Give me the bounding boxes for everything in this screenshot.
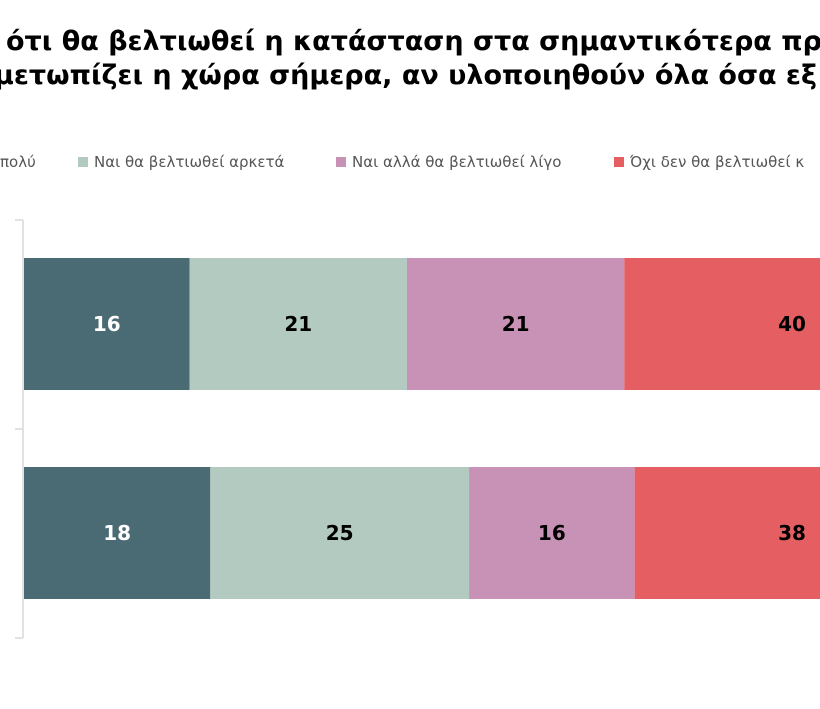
data-label-no-1: 38	[778, 521, 806, 545]
legend-item-very-much: πολύ	[0, 150, 36, 174]
legend-item-no: Όχι δεν θα βελτιωθεί κ	[614, 150, 804, 174]
data-label-little-1: 16	[538, 521, 566, 545]
legend-label-very-much: πολύ	[0, 153, 36, 171]
legend-label-no: Όχι δεν θα βελτιωθεί κ	[630, 153, 805, 171]
legend-swatch-no	[614, 157, 624, 167]
data-label-very-much-0: 16	[93, 312, 121, 336]
chart-legend: πολύ Ναι θα βελτιωθεί αρκετά Ναι αλλά θα…	[0, 150, 820, 174]
bar-segment-fairly-1	[210, 467, 470, 599]
legend-item-fairly: Ναι θα βελτιωθεί αρκετά	[78, 150, 284, 174]
bar-segment-very-much-1	[24, 467, 211, 599]
legend-swatch-little	[336, 157, 346, 167]
bar-segment-no-0	[624, 258, 820, 390]
legend-item-little: Ναι αλλά θα βελτιωθεί λίγο	[336, 150, 561, 174]
data-label-fairly-1: 25	[326, 521, 354, 545]
bar-segment-no-1	[634, 467, 820, 599]
chart-title-line-2: μετωπίζει η χώρα σήμερα, αν υλοποιηθούν …	[0, 60, 817, 91]
data-label-no-0: 40	[778, 312, 806, 336]
bar-segment-very-much-0	[24, 258, 190, 390]
bar-segment-little-0	[406, 258, 625, 390]
legend-swatch-fairly	[78, 157, 88, 167]
data-label-little-0: 21	[502, 312, 530, 336]
bar-segment-little-1	[469, 467, 635, 599]
legend-label-little: Ναι αλλά θα βελτιωθεί λίγο	[352, 153, 562, 171]
chart-title-line-1: ότι θα βελτιωθεί η κατάσταση στα σημαντι…	[6, 26, 820, 57]
bar-segment-fairly-0	[189, 258, 407, 390]
chart-title: ότι θα βελτιωθεί η κατάσταση στα σημαντι…	[0, 20, 820, 100]
data-label-fairly-0: 21	[284, 312, 312, 336]
legend-label-fairly: Ναι θα βελτιωθεί αρκετά	[94, 153, 285, 171]
data-label-very-much-1: 18	[103, 521, 131, 545]
